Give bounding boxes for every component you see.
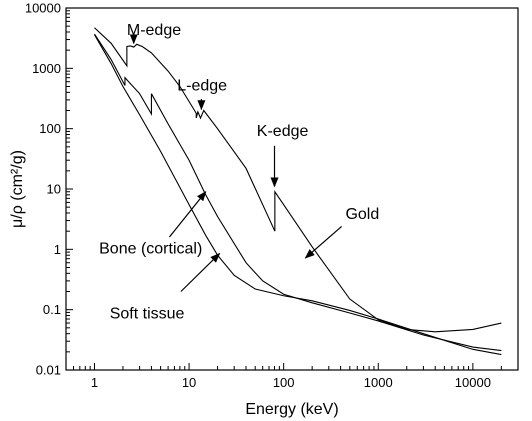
series-line-gold bbox=[94, 27, 502, 333]
annotation-k-edge: K-edge bbox=[257, 123, 309, 188]
x-axis: 1 10 100 1000 10000 bbox=[72, 363, 502, 390]
x-tick-label: 1000 bbox=[364, 375, 393, 390]
annotation-arrow bbox=[180, 252, 221, 292]
y-tick-label: 1000 bbox=[32, 61, 61, 76]
x-tick-label: 10 bbox=[182, 375, 196, 390]
annotation-gold: Gold bbox=[304, 206, 379, 259]
annotation-label: Gold bbox=[345, 206, 379, 223]
y-tick-label: 1 bbox=[54, 242, 61, 257]
series-line-soft-tissue bbox=[94, 34, 502, 356]
annotation-soft-tissue: Soft tissue bbox=[110, 252, 221, 322]
y-tick-label: 0.1 bbox=[43, 302, 61, 317]
annotation-label: Bone (cortical) bbox=[99, 240, 202, 257]
annotation-m-edge: M-edge bbox=[127, 22, 181, 45]
annotation-layer: M-edge L-edge K-edge Gold Bone (cortical) Sof… bbox=[99, 22, 379, 323]
annotation-label: L-edge bbox=[177, 77, 227, 94]
y-tick-label: 0.01 bbox=[36, 363, 61, 378]
annotation-label: K-edge bbox=[257, 123, 309, 140]
annotation-arrow bbox=[304, 225, 343, 259]
annotation-bone-cortical: Bone (cortical) bbox=[99, 190, 207, 257]
y-tick-label: 100 bbox=[39, 121, 61, 136]
annotation-label: M-edge bbox=[127, 22, 181, 39]
x-axis-title: Energy (keV) bbox=[245, 401, 338, 418]
y-tick-label: 10 bbox=[47, 182, 61, 197]
annotation-label: Soft tissue bbox=[110, 305, 185, 322]
series-line-bone-cortical bbox=[94, 33, 502, 352]
annotation-l-edge: L-edge bbox=[177, 77, 227, 111]
x-tick-label: 100 bbox=[273, 375, 295, 390]
y-tick-label: 10000 bbox=[25, 1, 61, 16]
series-layer bbox=[94, 27, 502, 356]
y-axis-title: μ/ρ (cm²/g) bbox=[9, 150, 26, 228]
x-tick-label: 10000 bbox=[455, 375, 491, 390]
x-tick-label: 1 bbox=[91, 375, 98, 390]
y-axis: 0.01 0.1 1 10 100 1000 10000 bbox=[25, 1, 73, 378]
annotation-arrow bbox=[168, 190, 207, 238]
